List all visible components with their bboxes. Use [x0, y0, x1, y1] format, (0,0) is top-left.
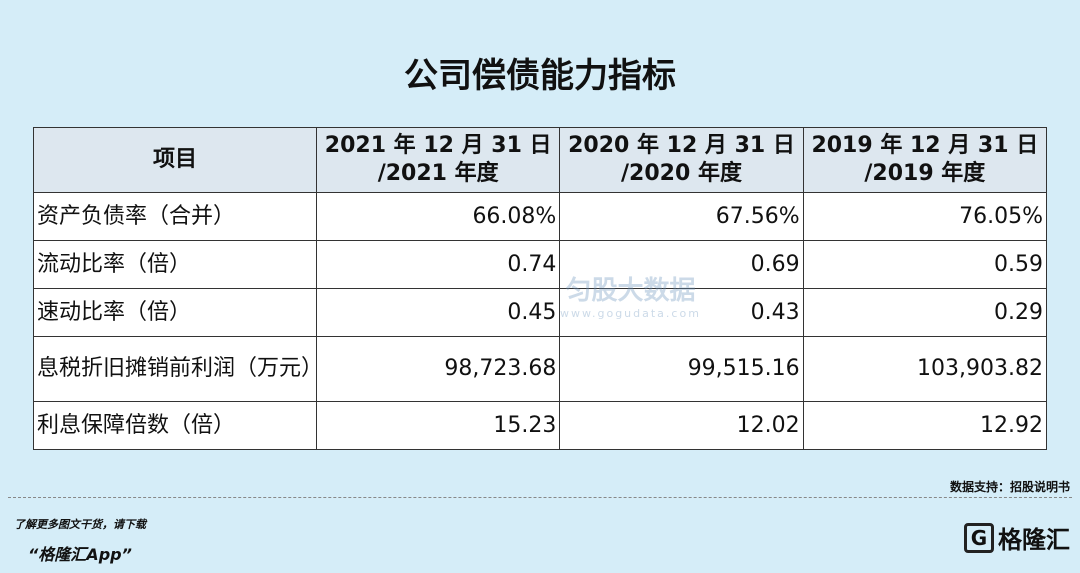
header-line: 2020 年 12 月 31 日 — [568, 133, 795, 158]
table-row: 速动比率（倍） 0.45 0.43 0.29 — [33, 288, 1048, 337]
cell-value: 103,903.82 — [802, 336, 1048, 402]
cell-value: 12.92 — [802, 401, 1048, 450]
cell-value: 66.08% — [315, 192, 561, 241]
cell-value: 0.29 — [802, 288, 1048, 337]
header-cell: 2020 年 12 月 31 日/2020 年度 — [559, 127, 804, 193]
table-row: 资产负债率（合并） 66.08% 67.56% 76.05% — [33, 192, 1048, 241]
header-line: 2021 年 12 月 31 日 — [324, 133, 552, 158]
table-row: 利息保障倍数（倍） 15.23 12.02 12.92 — [33, 401, 1048, 450]
header-row: 项目 2021 年 12 月 31 日/2021 年度 2020 年 12 月 31… — [33, 127, 1048, 193]
watermark-url: www.gogudata.com — [560, 307, 701, 320]
cell-value: 0.74 — [315, 240, 561, 289]
header-line: /2019 年度 — [864, 161, 986, 186]
header-line: 项目 — [152, 147, 197, 172]
cell-value: 98,723.68 — [315, 336, 561, 402]
cell-value: 99,515.16 — [559, 336, 804, 402]
logo-text: 格隆汇 — [998, 526, 1070, 554]
footer-text: 了解更多图文干货，请下载 — [14, 518, 146, 531]
row-label: 资产负债率（合并） — [33, 192, 317, 241]
footer-app: “格隆汇App” — [28, 545, 132, 564]
cell-value: 12.02 — [559, 401, 804, 450]
table-row: 流动比率（倍） 0.74 0.69 0.59 — [33, 240, 1048, 289]
table: 项目 2021 年 12 月 31 日/2021 年度 2020 年 12 月 31… — [33, 127, 1048, 450]
header-line: 2019 年 12 月 31 日 — [811, 133, 1039, 158]
row-label: 息税折旧摊销前利润（万元） — [33, 336, 323, 402]
title: 公司偿债能力指标 — [404, 56, 676, 96]
cell-value: 15.23 — [315, 401, 561, 450]
cell-value: 67.56% — [559, 192, 804, 241]
row-label: 利息保障倍数（倍） — [33, 401, 317, 450]
header-cell: 项目 — [33, 127, 317, 193]
logo-icon: G — [964, 522, 994, 553]
cell-value: 0.69 — [559, 240, 804, 289]
cell-value: 0.45 — [315, 288, 561, 337]
cell-value: 76.05% — [802, 192, 1048, 241]
cell-value: 0.43 — [559, 288, 804, 337]
source: 数据支持：招股说明书 — [949, 480, 1070, 494]
table-row: 息税折旧摊销前利润（万元） 98,723.68 99,515.16 103,903.8… — [33, 336, 1048, 402]
header-line: /2020 年度 — [621, 161, 742, 186]
header-cell: 2021 年 12 月 31 日/2021 年度 — [315, 127, 561, 193]
header-cell: 2019 年 12 月 31 日/2019 年度 — [802, 127, 1048, 193]
logo: G 格隆汇 — [964, 520, 1070, 555]
watermark: 匀股大数据 www.gogudata.com — [560, 270, 701, 320]
row-label: 流动比率（倍） — [33, 240, 317, 289]
header-line: /2021 年度 — [377, 161, 499, 186]
watermark-name: 匀股大数据 — [565, 276, 696, 306]
cell-value: 0.59 — [802, 240, 1048, 289]
divider — [8, 497, 1072, 498]
row-label: 速动比率（倍） — [33, 288, 317, 337]
